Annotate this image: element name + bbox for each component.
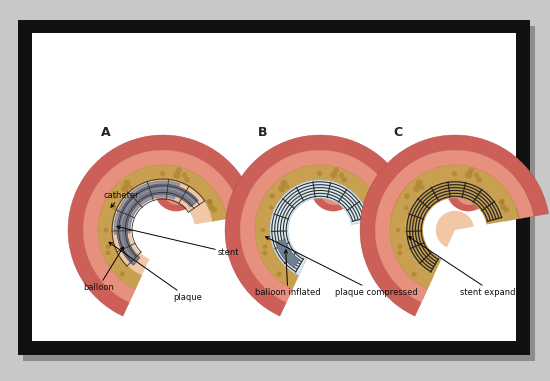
Circle shape: [119, 271, 125, 277]
Circle shape: [503, 207, 509, 213]
Text: plaque compressed: plaque compressed: [266, 237, 418, 297]
Bar: [18, 20, 530, 355]
Polygon shape: [68, 135, 256, 316]
Circle shape: [106, 250, 111, 256]
Circle shape: [154, 167, 198, 211]
Circle shape: [455, 177, 483, 205]
Bar: [23, 26, 535, 361]
Polygon shape: [83, 150, 242, 303]
Circle shape: [364, 199, 369, 205]
Circle shape: [397, 250, 403, 256]
Polygon shape: [117, 184, 198, 265]
Polygon shape: [225, 135, 414, 316]
Circle shape: [499, 199, 504, 204]
Circle shape: [420, 185, 425, 189]
Circle shape: [398, 244, 403, 249]
Text: catheter: catheter: [103, 191, 139, 207]
Text: C: C: [393, 125, 403, 139]
Circle shape: [339, 172, 344, 178]
Circle shape: [207, 199, 213, 204]
Circle shape: [285, 185, 290, 189]
Polygon shape: [375, 150, 534, 303]
Circle shape: [277, 271, 282, 277]
Circle shape: [330, 171, 338, 179]
Text: balloon inflated: balloon inflated: [255, 250, 321, 297]
Polygon shape: [436, 211, 474, 247]
Circle shape: [413, 185, 420, 192]
Circle shape: [415, 179, 422, 187]
Circle shape: [262, 250, 267, 256]
Text: A: A: [101, 125, 111, 139]
Circle shape: [112, 193, 118, 199]
Circle shape: [317, 171, 322, 176]
Polygon shape: [98, 165, 227, 289]
Circle shape: [452, 171, 457, 176]
Polygon shape: [405, 180, 504, 275]
Text: B: B: [258, 125, 268, 139]
Circle shape: [103, 228, 108, 232]
Polygon shape: [255, 165, 384, 289]
Circle shape: [468, 168, 474, 173]
Circle shape: [208, 203, 214, 210]
Circle shape: [124, 179, 130, 187]
Polygon shape: [120, 187, 196, 263]
Polygon shape: [360, 135, 548, 316]
Circle shape: [498, 199, 504, 205]
Circle shape: [269, 205, 273, 210]
Polygon shape: [276, 239, 299, 268]
Circle shape: [121, 185, 128, 192]
Circle shape: [404, 193, 410, 199]
Circle shape: [261, 228, 265, 232]
Circle shape: [364, 199, 370, 204]
Bar: [32, 33, 516, 341]
Text: stent expanded: stent expanded: [409, 237, 526, 297]
Circle shape: [446, 167, 490, 211]
Circle shape: [465, 171, 472, 179]
Circle shape: [163, 177, 191, 205]
Polygon shape: [240, 150, 399, 303]
Circle shape: [128, 185, 133, 189]
Circle shape: [176, 168, 182, 173]
Polygon shape: [114, 181, 180, 234]
Circle shape: [173, 171, 180, 179]
Circle shape: [320, 177, 348, 205]
Circle shape: [500, 203, 506, 210]
Circle shape: [365, 203, 371, 210]
Circle shape: [280, 179, 288, 187]
Circle shape: [262, 244, 267, 249]
Circle shape: [311, 167, 355, 211]
Circle shape: [112, 205, 117, 210]
Circle shape: [474, 172, 479, 178]
Circle shape: [278, 185, 285, 192]
Circle shape: [160, 171, 165, 176]
Circle shape: [368, 207, 374, 213]
Polygon shape: [270, 180, 369, 275]
Polygon shape: [113, 180, 212, 275]
Circle shape: [341, 177, 347, 182]
Text: plaque: plaque: [109, 242, 202, 302]
Circle shape: [206, 199, 212, 205]
Text: stent: stent: [117, 226, 239, 257]
Circle shape: [411, 271, 417, 277]
Circle shape: [333, 168, 339, 173]
Circle shape: [211, 207, 217, 213]
Polygon shape: [390, 165, 519, 289]
Circle shape: [476, 177, 482, 182]
Circle shape: [404, 205, 409, 210]
Circle shape: [395, 228, 400, 232]
Circle shape: [182, 172, 187, 178]
Circle shape: [270, 193, 275, 199]
Circle shape: [184, 177, 190, 182]
Text: balloon: balloon: [83, 247, 123, 292]
Circle shape: [106, 244, 111, 249]
